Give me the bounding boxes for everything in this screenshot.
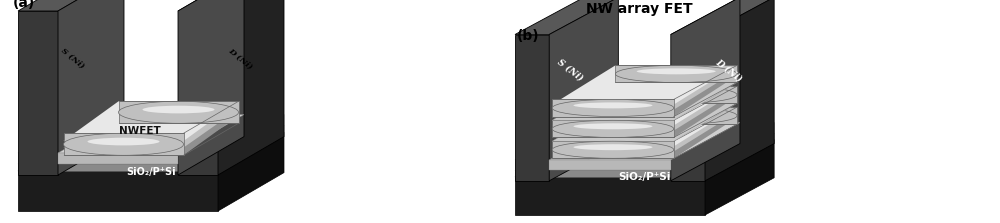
Polygon shape (58, 0, 124, 175)
Polygon shape (705, 123, 774, 170)
Polygon shape (615, 107, 737, 124)
Polygon shape (64, 109, 239, 148)
Polygon shape (18, 133, 284, 171)
Polygon shape (515, 160, 705, 170)
Polygon shape (552, 99, 674, 116)
Polygon shape (552, 112, 737, 151)
Ellipse shape (637, 68, 716, 74)
Polygon shape (549, 123, 740, 160)
Polygon shape (705, 133, 774, 177)
Ellipse shape (637, 110, 716, 116)
Text: NW array FET: NW array FET (586, 2, 693, 16)
Ellipse shape (573, 102, 652, 108)
Polygon shape (178, 0, 284, 11)
Polygon shape (18, 171, 218, 211)
Polygon shape (64, 116, 239, 155)
Polygon shape (218, 133, 284, 211)
Text: (b): (b) (517, 29, 540, 43)
Polygon shape (18, 153, 218, 164)
Polygon shape (18, 164, 218, 171)
Polygon shape (515, 140, 774, 177)
Polygon shape (515, 170, 705, 177)
Polygon shape (18, 11, 58, 175)
Ellipse shape (119, 101, 239, 123)
Polygon shape (671, 35, 705, 181)
Text: S (Ni): S (Ni) (59, 47, 86, 70)
Text: D (Ni): D (Ni) (227, 46, 254, 71)
Ellipse shape (552, 120, 674, 137)
Polygon shape (549, 160, 671, 170)
Polygon shape (552, 83, 737, 120)
Polygon shape (58, 153, 178, 164)
Polygon shape (552, 107, 737, 146)
Polygon shape (671, 0, 774, 35)
Polygon shape (671, 0, 740, 181)
Ellipse shape (143, 106, 214, 114)
Polygon shape (515, 123, 774, 160)
Polygon shape (515, 177, 705, 215)
Polygon shape (705, 140, 774, 215)
Polygon shape (552, 97, 737, 137)
Polygon shape (18, 126, 284, 164)
Text: SiO₂/P⁺Si: SiO₂/P⁺Si (126, 167, 176, 177)
Text: S (Ni): S (Ni) (555, 58, 584, 83)
Polygon shape (58, 115, 244, 153)
Polygon shape (552, 86, 737, 125)
Ellipse shape (552, 141, 674, 158)
Text: (a): (a) (13, 0, 35, 10)
Polygon shape (178, 11, 218, 175)
Polygon shape (615, 65, 737, 83)
Ellipse shape (64, 133, 184, 155)
Polygon shape (119, 101, 239, 123)
Ellipse shape (88, 138, 160, 145)
Polygon shape (18, 0, 124, 11)
Polygon shape (218, 126, 284, 171)
Polygon shape (552, 65, 737, 105)
Polygon shape (552, 118, 737, 158)
Ellipse shape (573, 123, 652, 129)
Polygon shape (549, 0, 618, 181)
Text: SiO₂/P⁺Si: SiO₂/P⁺Si (618, 172, 671, 182)
Polygon shape (615, 86, 737, 103)
Polygon shape (552, 91, 737, 130)
Polygon shape (515, 133, 774, 170)
Ellipse shape (552, 99, 674, 116)
Polygon shape (552, 103, 737, 141)
Polygon shape (552, 76, 737, 116)
Polygon shape (218, 0, 284, 175)
Polygon shape (515, 0, 618, 35)
Text: NWFET: NWFET (119, 126, 161, 136)
Ellipse shape (615, 65, 737, 83)
Polygon shape (552, 70, 737, 110)
Polygon shape (552, 120, 674, 137)
Polygon shape (218, 115, 284, 164)
Text: D (Ni): D (Ni) (714, 57, 744, 83)
Polygon shape (64, 101, 239, 141)
Ellipse shape (637, 89, 716, 95)
Polygon shape (705, 0, 774, 181)
Polygon shape (64, 133, 184, 155)
Polygon shape (515, 35, 549, 181)
Polygon shape (552, 141, 674, 158)
Polygon shape (178, 0, 244, 175)
Ellipse shape (615, 86, 737, 103)
Ellipse shape (573, 144, 652, 150)
Ellipse shape (615, 107, 737, 124)
Polygon shape (18, 115, 284, 153)
